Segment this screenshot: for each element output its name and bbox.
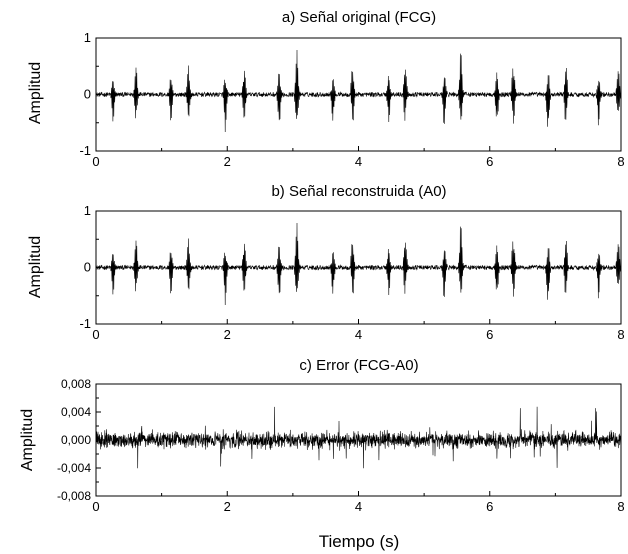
panel-a-yticks: 1 0 -1	[79, 30, 101, 158]
x-tick-label: 0	[92, 327, 99, 342]
y-tick-label: 0	[84, 87, 91, 102]
x-tick-label: 2	[224, 499, 231, 514]
y-tick-label: 0,004	[61, 405, 91, 419]
x-tick-label: 8	[617, 499, 624, 514]
x-tick-label: 6	[486, 327, 493, 342]
panel-b-plot	[96, 222, 622, 306]
signal-line	[96, 222, 622, 306]
panel-c-ylabel: Amplitud	[19, 409, 36, 471]
y-tick-label: 0,000	[61, 433, 91, 447]
panel-c-title: c) Error (FCG-A0)	[299, 357, 418, 374]
panel-a-plot	[96, 49, 622, 133]
x-tick-label: 8	[617, 327, 624, 342]
panel-c-xticks: 0 2 4 6 8	[92, 491, 625, 514]
x-tick-label: 0	[92, 499, 99, 514]
panel-b-title: b) Señal reconstruida (A0)	[271, 183, 446, 200]
x-axis-label: Tiempo (s)	[319, 532, 400, 551]
y-tick-label: -0,004	[57, 461, 91, 475]
x-tick-label: 2	[224, 154, 231, 169]
y-tick-label: -1	[79, 143, 91, 158]
x-tick-label: 6	[486, 499, 493, 514]
panel-a: a) Señal original (FCG) Amplitud 0 2 4 6 8 1…	[27, 9, 625, 169]
x-tick-label: 8	[617, 154, 624, 169]
x-tick-label: 2	[224, 327, 231, 342]
x-tick-label: 0	[92, 154, 99, 169]
x-tick-label: 4	[355, 327, 362, 342]
x-tick-label: 4	[355, 154, 362, 169]
panel-a-xticks: 0 2 4 6 8	[92, 146, 625, 169]
y-tick-label: 0	[84, 260, 91, 275]
y-tick-label: 1	[84, 203, 91, 218]
panel-c-yticks: 0,008 0,004 0,000 -0,004 -0,008	[57, 377, 101, 503]
panel-b-xticks: 0 2 4 6 8	[92, 319, 625, 342]
signal-line	[96, 49, 622, 133]
panel-b-ylabel: Amplitud	[27, 236, 44, 298]
y-tick-label: -1	[79, 316, 91, 331]
panel-b: b) Señal reconstruida (A0) Amplitud 0 2 4 6…	[27, 183, 625, 342]
x-tick-label: 4	[355, 499, 362, 514]
y-tick-label: 0,008	[61, 377, 91, 391]
panel-a-ylabel: Amplitud	[27, 62, 44, 124]
x-tick-label: 6	[486, 154, 493, 169]
panel-c-plot	[95, 406, 622, 469]
y-tick-label: 1	[84, 30, 91, 45]
panel-b-yticks: 1 0 -1	[79, 203, 101, 331]
y-tick-label: -0,008	[57, 489, 91, 503]
signal-line	[95, 406, 622, 469]
panel-a-title: a) Señal original (FCG)	[282, 9, 436, 26]
